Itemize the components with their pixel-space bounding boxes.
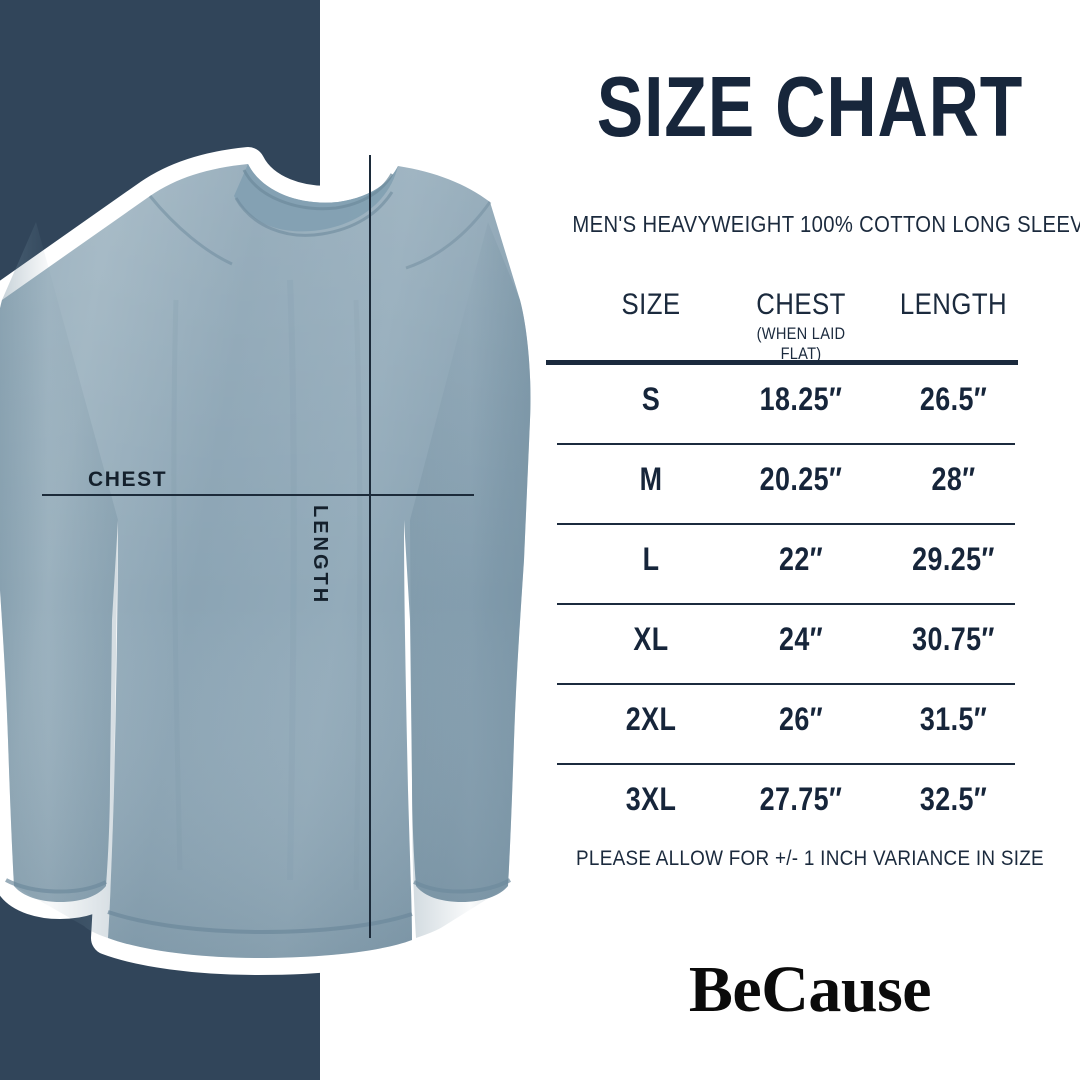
chest-measure-line xyxy=(42,494,474,496)
cell-chest: 24″ xyxy=(778,621,824,657)
cell-chest: 18.25″ xyxy=(759,381,843,417)
chart-content-column: SIZE CHART MEN'S HEAVYWEIGHT 100% COTTON… xyxy=(540,0,1080,1080)
chest-measure-label: CHEST xyxy=(88,468,168,491)
left-sleeve-shading xyxy=(0,222,118,938)
column-header-chest-note: (WHEN LAID FLAT) xyxy=(756,324,846,363)
page-title: SIZE CHART xyxy=(596,60,1024,155)
collar-seam-outer xyxy=(242,169,394,211)
cell-length: 29.25″ xyxy=(912,541,995,577)
table-row: M 20.25″ 28″ xyxy=(546,445,1026,523)
table-row: S 18.25″ 26.5″ xyxy=(546,365,1026,443)
length-measure-line xyxy=(369,155,371,938)
product-photo-long-sleeve-tee: CHEST LENGTH xyxy=(0,0,540,1080)
cell-length: 32.5″ xyxy=(919,781,988,817)
row-divider xyxy=(557,763,1015,765)
variance-note: PLEASE ALLOW FOR +/- 1 INCH VARIANCE IN … xyxy=(576,847,1044,870)
cell-size: 2XL xyxy=(625,701,677,737)
cell-length: 30.75″ xyxy=(912,621,995,657)
row-divider xyxy=(557,443,1015,445)
right-sleeve-shading xyxy=(410,222,531,938)
cell-chest: 20.25″ xyxy=(759,461,843,497)
cell-length: 28″ xyxy=(931,461,976,497)
column-header-size: SIZE xyxy=(621,288,681,321)
cell-chest: 26″ xyxy=(778,701,824,737)
table-row: XL 24″ 30.75″ xyxy=(546,605,1026,683)
brand-logo: BeCause xyxy=(688,953,932,1026)
cell-chest: 22″ xyxy=(778,541,824,577)
length-measure-label: LENGTH xyxy=(309,505,331,606)
collar-ribbing xyxy=(234,164,398,232)
fabric-fold-2 xyxy=(287,279,297,881)
table-header-row: SIZE CHEST LENGTH (WHEN LAID FLAT) xyxy=(546,288,1026,363)
cell-size: S xyxy=(641,381,661,417)
cell-length: 31.5″ xyxy=(919,701,988,737)
cell-size: M xyxy=(639,461,663,497)
cell-size: 3XL xyxy=(625,781,677,817)
left-cuff-seam xyxy=(5,878,107,894)
shoulder-seam-right xyxy=(405,201,492,270)
row-divider xyxy=(557,683,1015,685)
cell-chest: 27.75″ xyxy=(759,781,843,817)
size-table: SIZE CHEST LENGTH (WHEN LAID FLAT) S 18.… xyxy=(546,288,1026,843)
fabric-fold-1 xyxy=(171,299,183,871)
shirt-illustration xyxy=(0,0,540,1080)
shoulder-seam-left xyxy=(148,195,233,266)
row-divider xyxy=(557,523,1015,525)
cell-length: 26.5″ xyxy=(919,381,988,417)
header-divider xyxy=(546,360,1018,365)
table-row: 3XL 27.75″ 32.5″ xyxy=(546,765,1026,843)
column-header-length: LENGTH xyxy=(899,288,1008,321)
cell-size: XL xyxy=(633,621,669,657)
table-row: 2XL 26″ 31.5″ xyxy=(546,685,1026,763)
page-subtitle: MEN'S HEAVYWEIGHT 100% COTTON LONG SLEEV… xyxy=(572,211,1080,237)
table-row: L 22″ 29.25″ xyxy=(546,525,1026,603)
right-cuff-seam xyxy=(413,878,512,894)
row-divider xyxy=(557,603,1015,605)
cell-size: L xyxy=(642,541,660,577)
column-header-chest: CHEST xyxy=(756,288,846,321)
fabric-fold-3 xyxy=(353,299,363,891)
bottom-hem-seam xyxy=(107,910,413,935)
collar-seam-inner xyxy=(234,191,394,237)
